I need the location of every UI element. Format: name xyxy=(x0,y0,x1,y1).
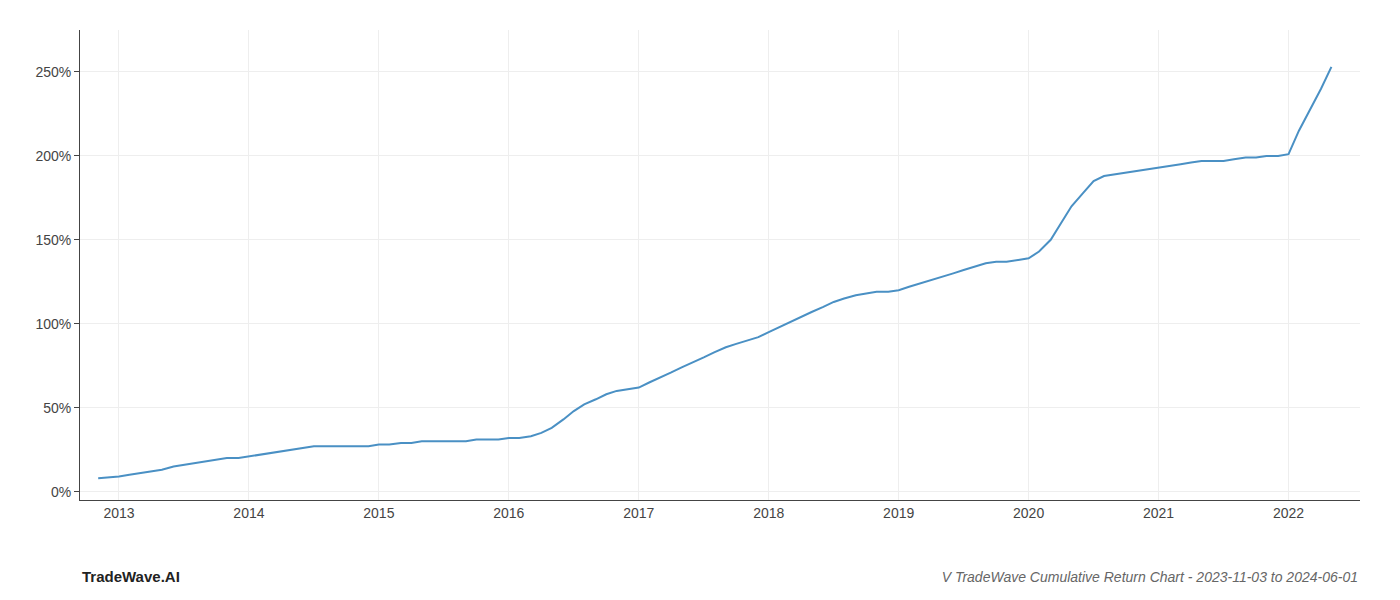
svg-text:2016: 2016 xyxy=(493,505,524,521)
svg-text:0%: 0% xyxy=(51,484,71,500)
svg-text:200%: 200% xyxy=(35,148,71,164)
svg-text:2019: 2019 xyxy=(883,505,914,521)
svg-text:150%: 150% xyxy=(35,232,71,248)
svg-text:250%: 250% xyxy=(35,64,71,80)
svg-text:2014: 2014 xyxy=(233,505,264,521)
svg-text:2022: 2022 xyxy=(1273,505,1304,521)
svg-text:2018: 2018 xyxy=(753,505,784,521)
svg-text:50%: 50% xyxy=(43,400,71,416)
svg-text:2017: 2017 xyxy=(623,505,654,521)
svg-text:2021: 2021 xyxy=(1143,505,1174,521)
svg-text:V TradeWave Cumulative Return: V TradeWave Cumulative Return Chart - 20… xyxy=(942,569,1358,585)
svg-text:2020: 2020 xyxy=(1013,505,1044,521)
svg-text:100%: 100% xyxy=(35,316,71,332)
svg-text:2015: 2015 xyxy=(363,505,394,521)
svg-text:TradeWave.AI: TradeWave.AI xyxy=(82,568,180,585)
svg-text:2013: 2013 xyxy=(103,505,134,521)
